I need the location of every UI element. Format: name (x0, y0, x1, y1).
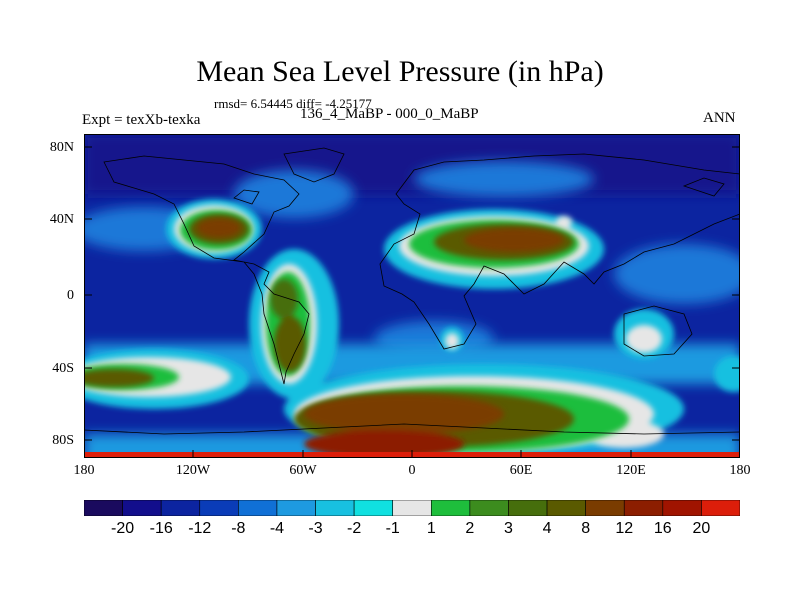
colorbar-swatch (508, 500, 548, 516)
lon-tick-60e: 60E (509, 463, 533, 478)
arctic-low (84, 134, 740, 194)
colorbar-label: 3 (504, 520, 513, 537)
colorbar-swatch (315, 500, 355, 516)
colorbar-label: -4 (269, 520, 285, 537)
colorbar-label: -1 (385, 520, 400, 537)
colorbar-label: 1 (426, 520, 436, 537)
lat-tick-80n: 80N (49, 140, 74, 155)
colorbar-swatch (430, 500, 471, 516)
lon-tick-120e: 120E (616, 463, 646, 478)
colorbar-swatch (353, 500, 394, 516)
colorbar-swatch (160, 500, 201, 516)
colorbar (84, 500, 740, 516)
colorbar-swatch (276, 500, 316, 516)
lon-tick-180e: 180 (729, 463, 751, 478)
lon-tick-60w: 60W (289, 463, 317, 478)
colorbar-label: 8 (581, 520, 591, 537)
colorbar-label: -8 (231, 520, 246, 537)
colorbar-label: 20 (692, 520, 711, 537)
colorbar-label: -12 (188, 520, 212, 537)
colorbar-label: 2 (465, 520, 475, 537)
colorbar-label: -2 (346, 520, 362, 537)
lat-tick-40s: 40S (52, 361, 74, 376)
colorbar-swatch (238, 500, 278, 516)
stats-line: rmsd= 6.54445 diff= -4.25177 (214, 96, 372, 111)
tick-marks (84, 146, 740, 458)
colorbar-label: -16 (149, 520, 173, 537)
lat-tick-0: 0 (67, 288, 74, 303)
colorbar-swatch (84, 500, 123, 516)
chart-title: Mean Sea Level Pressure (in hPa) (196, 55, 604, 88)
coastlines (84, 147, 740, 435)
colorbar-swatch (392, 500, 432, 516)
lat-tick-80s: 80S (52, 433, 74, 448)
colorbar-swatch (469, 500, 509, 516)
colorbar-label: 4 (542, 520, 552, 537)
strong-highs (197, 218, 564, 458)
colorbar-swatch (585, 500, 625, 516)
colorbar-label: 12 (615, 520, 634, 537)
experiment-label: Expt = texXb-texka (82, 112, 201, 128)
lat-tick-40n: 40N (49, 212, 74, 227)
lon-tick-180w: 180 (73, 463, 95, 478)
colorbar-swatch (662, 500, 702, 516)
season-label: ANN (703, 110, 736, 126)
colorbar-swatch (199, 500, 239, 516)
lon-tick-0: 0 (408, 463, 416, 478)
colorbar-label: -20 (111, 520, 135, 537)
colorbar-label: -3 (308, 520, 323, 537)
colorbar-swatch (701, 500, 740, 516)
subtitle: 136_4_MaBP - 000_0_MaBP (300, 106, 479, 122)
colorbar-label: 16 (653, 520, 672, 537)
lon-tick-120w: 120W (175, 463, 211, 478)
pressure-map (84, 134, 740, 458)
colorbar-swatch (122, 500, 162, 516)
colorbar-swatch (546, 500, 586, 516)
colorbar-swatch (623, 500, 664, 516)
